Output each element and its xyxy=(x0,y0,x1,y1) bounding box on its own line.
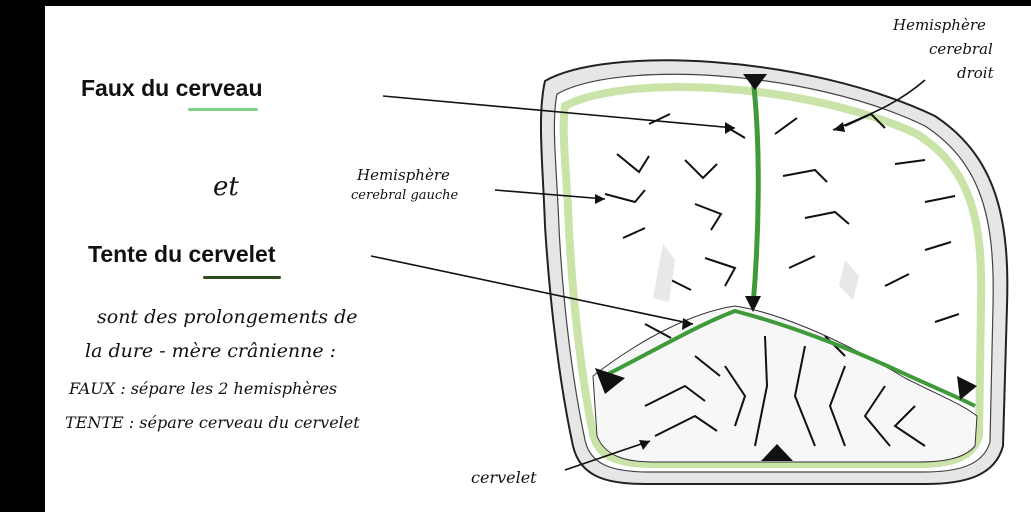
diagram-canvas: Faux du cerveau et Tente du cervelet son… xyxy=(45,6,1031,512)
cerebral-sulci xyxy=(604,112,960,339)
label-hemi-droit-2: cerebral xyxy=(929,40,993,58)
faux-underline xyxy=(188,108,258,111)
label-hemi-gauche-2: cerebral gauche xyxy=(351,188,459,203)
label-hemi-droit-3: droit xyxy=(957,64,994,82)
label-tente-part2: cervelet xyxy=(188,241,276,267)
label-tente-du-cervelet: Tente du cervelet xyxy=(88,241,275,268)
falx-cerebri xyxy=(750,77,761,307)
straight-sinus xyxy=(745,296,761,312)
arrow-heads xyxy=(595,122,845,450)
brain-coronal-illustration xyxy=(370,59,1009,485)
tente-definition: TENTE : sépare cerveau du cervelet xyxy=(65,413,360,432)
right-ventricle xyxy=(839,260,859,300)
desc-line-1: sont des prolongements de xyxy=(97,306,358,328)
left-ventricle xyxy=(653,244,675,302)
tentorium-line xyxy=(599,308,976,408)
cerebellum-folia xyxy=(644,335,926,447)
label-et: et xyxy=(213,172,239,202)
label-faux-part1: Faux du xyxy=(81,75,176,101)
label-hemi-droit-1: Hemisphère xyxy=(893,16,986,34)
arrow-gauche xyxy=(494,189,606,200)
label-tente-part1: Tente du xyxy=(88,241,189,267)
occipital-sinus xyxy=(761,444,793,461)
superior-sagittal-sinus xyxy=(743,74,767,90)
faux-definition: FAUX : sépare les 2 hemisphères xyxy=(69,379,338,398)
label-cervelet: cervelet xyxy=(471,468,537,487)
arrow-cervelet xyxy=(564,440,651,471)
tentorium-left-sinus xyxy=(595,368,625,394)
label-hemi-gauche-1: Hemisphère xyxy=(357,166,450,184)
leader-lines xyxy=(370,79,926,471)
desc-line-2: la dure - mère crânienne : xyxy=(85,340,337,362)
cerebellum xyxy=(592,305,978,463)
top-bar xyxy=(0,0,1031,6)
dura-mater xyxy=(559,83,986,468)
tentorium-right-sinus xyxy=(957,376,977,400)
label-faux-du-cerveau: Faux du cerveau xyxy=(81,75,263,102)
tente-underline xyxy=(203,276,281,279)
arrow-faux xyxy=(382,95,736,129)
arrow-tente xyxy=(370,255,694,325)
label-faux-part2: cerveau xyxy=(175,75,263,101)
